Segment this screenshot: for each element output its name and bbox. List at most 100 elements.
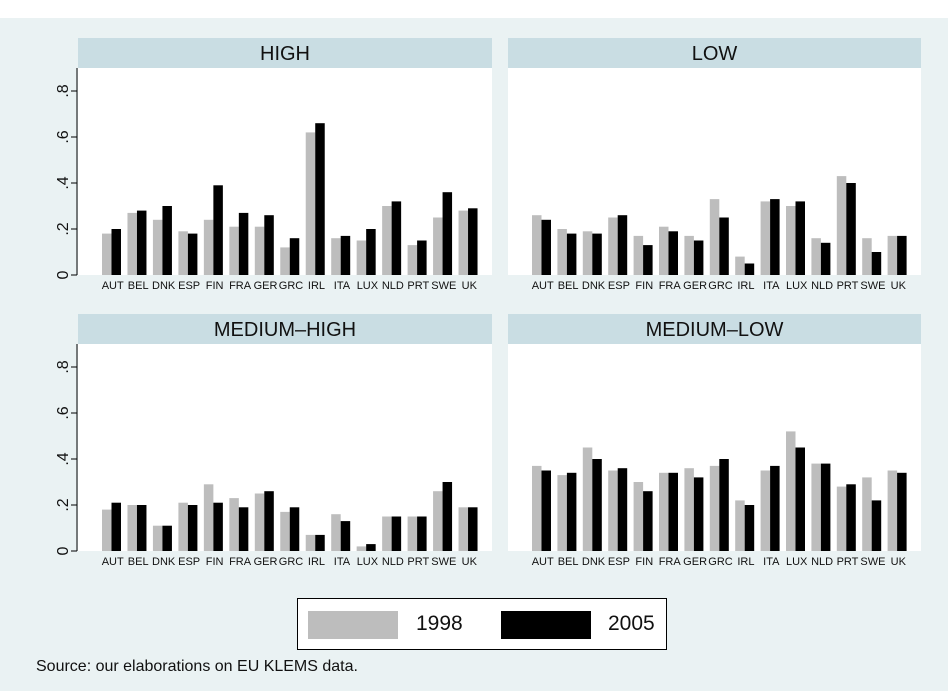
bar-high-1998-prt xyxy=(407,245,418,275)
panel-strip-medium-high xyxy=(78,314,492,344)
bar-medium-low-1998-ger xyxy=(684,468,694,551)
x-tick-label-medium-high: IRL xyxy=(308,556,325,568)
y-tick-label-medium-high: .4 xyxy=(55,452,72,465)
x-tick-label-medium-low: DNK xyxy=(582,556,606,568)
bar-high-1998-esp xyxy=(178,231,188,275)
bar-medium-high-1998-fra xyxy=(229,498,239,551)
bar-low-2005-aut xyxy=(541,219,551,275)
bar-medium-low-2005-grc xyxy=(719,459,729,551)
bar-high-1998-bel xyxy=(127,212,137,275)
x-tick-label-medium-low: ITA xyxy=(763,556,780,568)
bar-medium-low-1998-esp xyxy=(608,470,618,551)
x-tick-label-low: GER xyxy=(683,280,707,292)
bar-medium-high-1998-esp xyxy=(178,502,188,551)
legend-label-1998: 1998 xyxy=(416,612,463,635)
bar-medium-low-1998-dnk xyxy=(582,447,593,551)
bar-high-2005-swe xyxy=(442,192,453,275)
x-tick-label-medium-high: SWE xyxy=(431,556,456,568)
bar-medium-high-1998-aut xyxy=(102,509,112,551)
x-tick-label-low: AUT xyxy=(532,280,554,292)
bar-medium-high-1998-ita xyxy=(331,514,341,551)
bar-low-1998-bel xyxy=(557,229,567,275)
bar-low-2005-grc xyxy=(719,217,729,275)
x-tick-label-medium-low: FIN xyxy=(635,556,653,568)
bar-medium-low-2005-lux xyxy=(795,447,805,551)
bar-medium-low-1998-prt xyxy=(836,486,847,551)
x-tick-label-low: DNK xyxy=(582,280,606,292)
x-tick-label-high: GER xyxy=(254,280,278,292)
x-tick-label-medium-low: AUT xyxy=(532,556,554,568)
x-tick-label-medium-low: UK xyxy=(891,556,907,568)
bar-low-1998-nld xyxy=(811,238,821,275)
bar-high-2005-aut xyxy=(111,229,121,275)
bar-medium-low-2005-ger xyxy=(693,477,704,551)
bar-low-2005-ita xyxy=(770,199,780,275)
bar-high-1998-irl xyxy=(305,132,316,275)
bar-medium-high-2005-aut xyxy=(111,502,121,551)
y-tick-label-medium-high: .2 xyxy=(55,498,72,511)
x-tick-label-medium-high: ESP xyxy=(178,556,200,568)
bar-medium-high-1998-bel xyxy=(127,505,137,551)
bar-medium-high-2005-bel xyxy=(136,505,147,551)
bar-high-2005-prt xyxy=(417,240,427,275)
bar-high-2005-esp xyxy=(187,233,198,275)
bar-high-1998-nld xyxy=(382,206,392,275)
bar-medium-high-2005-prt xyxy=(417,516,427,551)
x-tick-label-high: ESP xyxy=(178,280,200,292)
x-tick-label-high: ITA xyxy=(334,280,351,292)
bar-medium-high-1998-grc xyxy=(280,511,290,551)
panel-strip-low xyxy=(508,38,921,68)
bar-medium-low-1998-irl xyxy=(735,500,745,551)
bar-medium-high-2005-ger xyxy=(264,491,274,551)
bar-high-2005-fin xyxy=(213,185,223,275)
bar-low-2005-swe xyxy=(871,252,882,275)
bar-low-2005-nld xyxy=(820,242,831,275)
bar-medium-low-2005-ita xyxy=(770,465,780,551)
bar-low-1998-uk xyxy=(887,235,898,275)
bar-medium-low-1998-uk xyxy=(887,470,898,551)
x-tick-label-low: ESP xyxy=(608,280,630,292)
bar-medium-low-1998-bel xyxy=(557,475,567,551)
x-tick-label-medium-high: FRA xyxy=(229,556,252,568)
x-tick-label-medium-low: FRA xyxy=(659,556,682,568)
bar-medium-high-1998-nld xyxy=(382,516,392,551)
bar-medium-low-1998-aut xyxy=(532,465,542,551)
x-tick-label-medium-high: UK xyxy=(462,556,478,568)
bar-medium-high-2005-uk xyxy=(468,507,478,551)
bar-high-2005-ita xyxy=(340,235,351,275)
x-tick-label-medium-high: AUT xyxy=(102,556,124,568)
x-tick-label-medium-low: PRT xyxy=(837,556,859,568)
bar-low-1998-ger xyxy=(684,235,694,275)
x-tick-label-low: FIN xyxy=(635,280,653,292)
bar-high-1998-fra xyxy=(229,226,239,275)
bar-low-1998-lux xyxy=(786,206,796,275)
bar-low-1998-irl xyxy=(735,256,745,275)
bar-medium-low-2005-aut xyxy=(541,470,551,551)
bar-medium-low-1998-ita xyxy=(760,470,771,551)
bar-medium-high-2005-grc xyxy=(289,507,300,551)
bar-medium-high-2005-swe xyxy=(442,482,453,551)
x-tick-label-medium-low: GRC xyxy=(708,556,733,568)
bar-low-1998-grc xyxy=(709,199,720,275)
x-tick-label-medium-low: SWE xyxy=(860,556,885,568)
bar-low-1998-swe xyxy=(862,238,872,275)
y-tick-label-high: .6 xyxy=(55,130,72,143)
bar-low-2005-prt xyxy=(846,183,856,275)
x-tick-label-low: UK xyxy=(891,280,907,292)
bar-low-2005-bel xyxy=(566,233,577,275)
x-tick-label-high: AUT xyxy=(102,280,124,292)
x-tick-label-medium-low: LUX xyxy=(786,556,808,568)
x-tick-label-medium-high: PRT xyxy=(407,556,429,568)
bar-high-2005-ger xyxy=(264,215,274,275)
bar-medium-low-1998-fin xyxy=(633,482,644,551)
bar-low-2005-dnk xyxy=(592,233,602,275)
bar-medium-high-1998-swe xyxy=(433,491,443,551)
x-tick-label-high: FIN xyxy=(206,280,224,292)
bar-high-1998-swe xyxy=(433,217,443,275)
bar-medium-low-2005-dnk xyxy=(592,459,602,551)
x-tick-label-medium-high: ITA xyxy=(334,556,351,568)
x-tick-label-medium-high: DNK xyxy=(152,556,176,568)
bar-high-2005-nld xyxy=(391,201,402,275)
y-tick-label-medium-high: .8 xyxy=(55,360,72,373)
bar-medium-low-2005-bel xyxy=(566,472,577,551)
